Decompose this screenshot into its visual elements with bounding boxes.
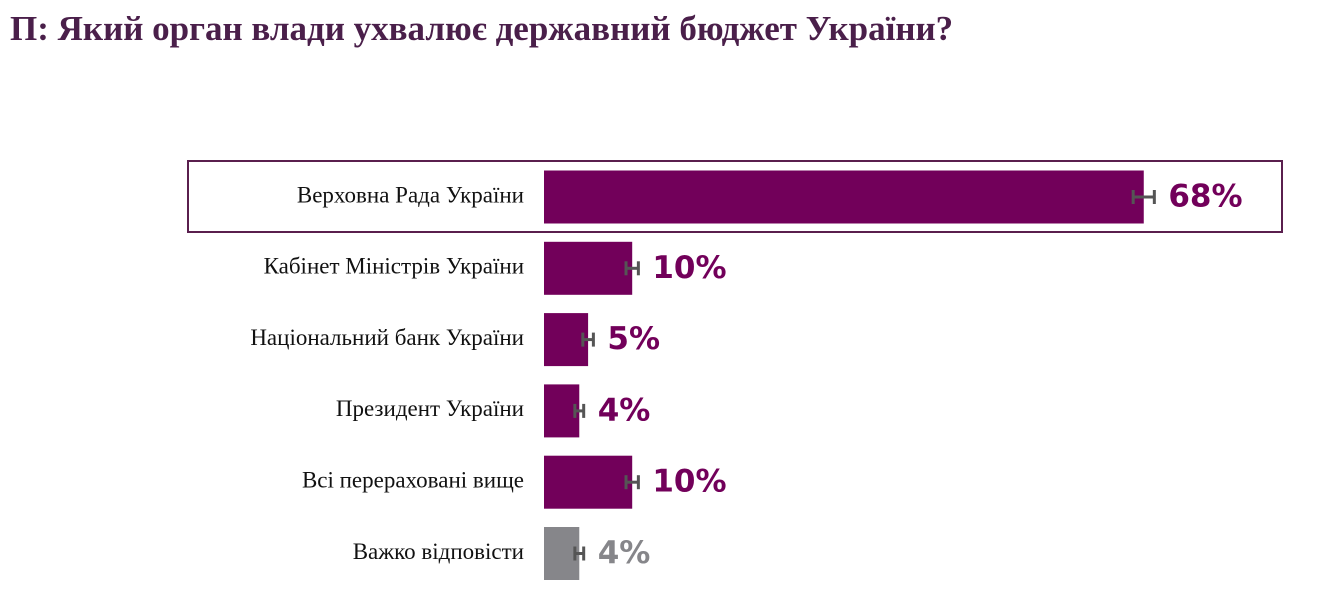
bar [544, 241, 633, 295]
error-bar [624, 261, 640, 276]
category-label: Всі перераховані вище [302, 467, 524, 492]
error-bar [624, 475, 640, 490]
chart-title: П: Який орган влади ухвалює державний бю… [10, 9, 953, 48]
category-label: Президент України [336, 396, 524, 421]
value-label: 5% [607, 321, 660, 357]
bar [544, 313, 589, 367]
error-bar [581, 332, 595, 347]
bar [544, 170, 1144, 224]
category-label: Важко відповісти [353, 539, 524, 564]
value-label: 4% [598, 392, 651, 428]
value-label: 10% [652, 464, 726, 500]
category-label: Кабінет Міністрів України [264, 254, 524, 279]
bar [544, 455, 633, 509]
value-label: 10% [652, 250, 726, 286]
value-label: 4% [598, 535, 651, 571]
error-bar [573, 546, 586, 561]
error-bar [1131, 190, 1156, 204]
category-label: Верховна Рада України [297, 182, 524, 207]
category-label: Національний банк України [250, 325, 524, 350]
value-label: 68% [1168, 179, 1242, 215]
highlight-box [187, 160, 1283, 233]
error-bar [573, 403, 586, 418]
